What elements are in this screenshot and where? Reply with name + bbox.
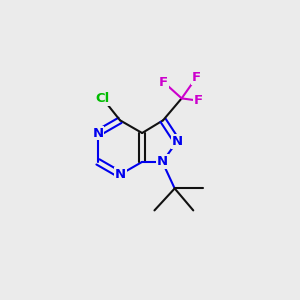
Text: N: N xyxy=(115,168,126,181)
Text: F: F xyxy=(194,94,203,107)
Text: F: F xyxy=(159,76,168,89)
Text: N: N xyxy=(171,135,183,148)
Text: N: N xyxy=(92,127,104,140)
Text: N: N xyxy=(157,155,168,168)
Text: F: F xyxy=(192,71,201,84)
Text: Cl: Cl xyxy=(95,92,110,105)
